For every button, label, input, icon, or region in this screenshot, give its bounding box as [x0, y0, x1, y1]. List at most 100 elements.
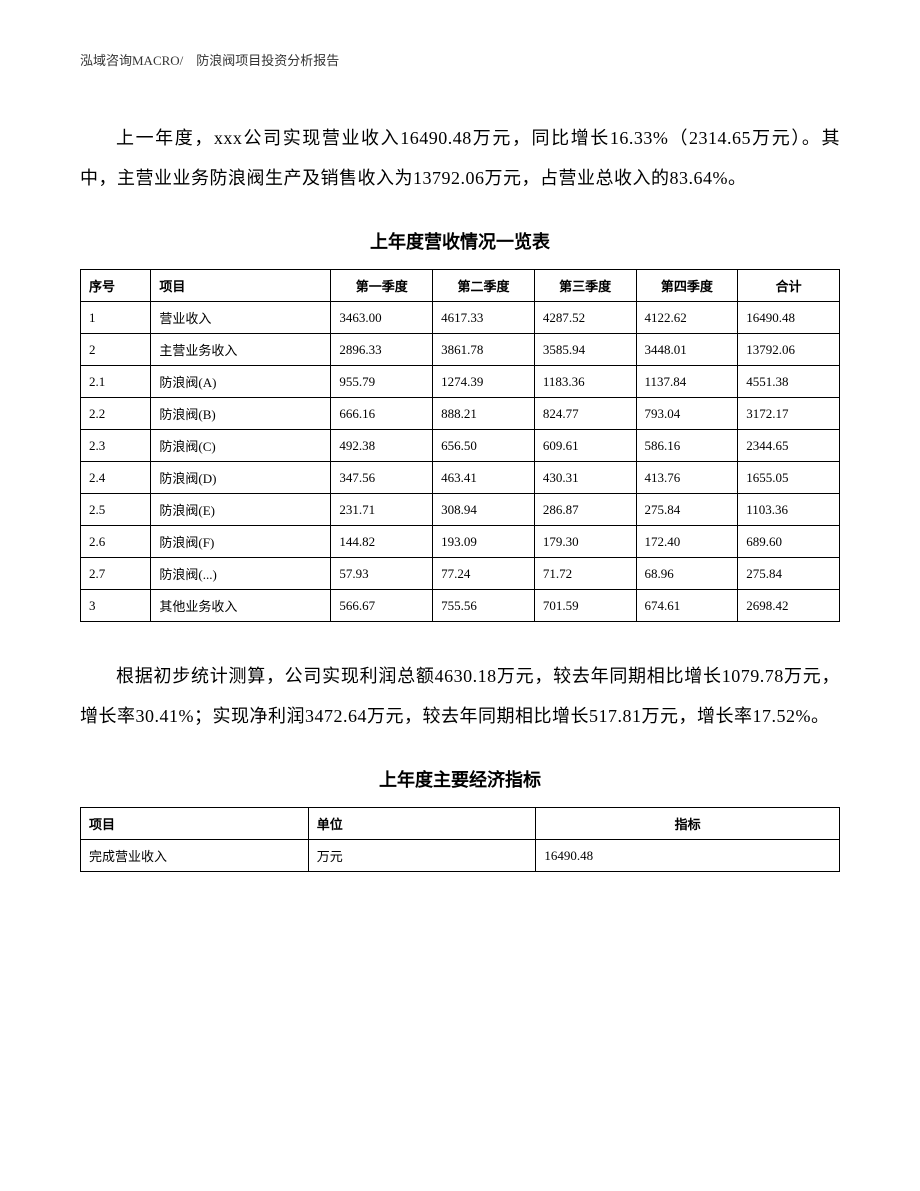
table-row: 完成营业收入万元16490.48	[81, 840, 840, 872]
table-cell: 701.59	[534, 590, 636, 622]
table-cell: 286.87	[534, 494, 636, 526]
table1-col-q1: 第一季度	[331, 270, 433, 302]
table-cell: 275.84	[636, 494, 738, 526]
table1-header-row: 序号 项目 第一季度 第二季度 第三季度 第四季度 合计	[81, 270, 840, 302]
table-cell: 172.40	[636, 526, 738, 558]
table-cell: 防浪阀(D)	[151, 462, 331, 494]
table-row: 2.1防浪阀(A)955.791274.391183.361137.844551…	[81, 366, 840, 398]
table-cell: 2.3	[81, 430, 151, 462]
table-cell: 68.96	[636, 558, 738, 590]
table-cell: 492.38	[331, 430, 433, 462]
table-row: 2.6防浪阀(F)144.82193.09179.30172.40689.60	[81, 526, 840, 558]
table-cell: 4551.38	[738, 366, 840, 398]
table-cell: 193.09	[433, 526, 535, 558]
table-cell: 完成营业收入	[81, 840, 309, 872]
table-cell: 347.56	[331, 462, 433, 494]
table-cell: 2698.42	[738, 590, 840, 622]
table1-col-item: 项目	[151, 270, 331, 302]
table2-col-indicator: 指标	[536, 808, 840, 840]
paragraph-2: 根据初步统计测算，公司实现利润总额4630.18万元，较去年同期相比增长1079…	[80, 657, 840, 736]
table-cell: 413.76	[636, 462, 738, 494]
table1-col-total: 合计	[738, 270, 840, 302]
table-cell: 586.16	[636, 430, 738, 462]
table-row: 2.5防浪阀(E)231.71308.94286.87275.841103.36	[81, 494, 840, 526]
table-row: 3其他业务收入566.67755.56701.59674.612698.42	[81, 590, 840, 622]
table-cell: 1	[81, 302, 151, 334]
table-cell: 4287.52	[534, 302, 636, 334]
table1-col-q3: 第三季度	[534, 270, 636, 302]
table2-title: 上年度主要经济指标	[80, 766, 840, 792]
table-cell: 955.79	[331, 366, 433, 398]
table-cell: 3448.01	[636, 334, 738, 366]
indicators-table: 项目 单位 指标 完成营业收入万元16490.48	[80, 807, 840, 872]
table-cell: 3463.00	[331, 302, 433, 334]
table1-body: 1营业收入3463.004617.334287.524122.6216490.4…	[81, 302, 840, 622]
table1-title: 上年度营收情况一览表	[80, 228, 840, 254]
table-cell: 4617.33	[433, 302, 535, 334]
table-row: 2.7防浪阀(...)57.9377.2471.7268.96275.84	[81, 558, 840, 590]
table-cell: 4122.62	[636, 302, 738, 334]
table-row: 2.2防浪阀(B)666.16888.21824.77793.043172.17	[81, 398, 840, 430]
revenue-table: 序号 项目 第一季度 第二季度 第三季度 第四季度 合计 1营业收入3463.0…	[80, 269, 840, 622]
table2-col-unit: 单位	[308, 808, 536, 840]
table-cell: 2.5	[81, 494, 151, 526]
table-cell: 755.56	[433, 590, 535, 622]
table-cell: 793.04	[636, 398, 738, 430]
table-cell: 824.77	[534, 398, 636, 430]
table-cell: 营业收入	[151, 302, 331, 334]
table-cell: 3172.17	[738, 398, 840, 430]
table-cell: 13792.06	[738, 334, 840, 366]
table-cell: 16490.48	[536, 840, 840, 872]
document-header: 泓域咨询MACRO/ 防浪阀项目投资分析报告	[80, 50, 840, 69]
header-doc-title: 防浪阀项目投资分析报告	[196, 53, 339, 68]
table-cell: 其他业务收入	[151, 590, 331, 622]
table-cell: 77.24	[433, 558, 535, 590]
table-cell: 2.2	[81, 398, 151, 430]
table-cell: 2896.33	[331, 334, 433, 366]
table-cell: 1183.36	[534, 366, 636, 398]
table-cell: 2	[81, 334, 151, 366]
table-cell: 888.21	[433, 398, 535, 430]
table-cell: 2344.65	[738, 430, 840, 462]
table-row: 2主营业务收入2896.333861.783585.943448.0113792…	[81, 334, 840, 366]
table-cell: 防浪阀(C)	[151, 430, 331, 462]
table-cell: 3585.94	[534, 334, 636, 366]
table-cell: 666.16	[331, 398, 433, 430]
table-cell: 231.71	[331, 494, 433, 526]
table-cell: 566.67	[331, 590, 433, 622]
table-cell: 16490.48	[738, 302, 840, 334]
table-cell: 2.7	[81, 558, 151, 590]
table-cell: 1274.39	[433, 366, 535, 398]
table-cell: 防浪阀(A)	[151, 366, 331, 398]
table1-col-seq: 序号	[81, 270, 151, 302]
table-cell: 275.84	[738, 558, 840, 590]
table-cell: 609.61	[534, 430, 636, 462]
table-cell: 防浪阀(F)	[151, 526, 331, 558]
table-cell: 主营业务收入	[151, 334, 331, 366]
table-cell: 57.93	[331, 558, 433, 590]
table-row: 2.4防浪阀(D)347.56463.41430.31413.761655.05	[81, 462, 840, 494]
table-cell: 463.41	[433, 462, 535, 494]
header-company: 泓域咨询MACRO/	[80, 53, 183, 68]
table-cell: 674.61	[636, 590, 738, 622]
table-cell: 万元	[308, 840, 536, 872]
table-cell: 689.60	[738, 526, 840, 558]
table2-col-item: 项目	[81, 808, 309, 840]
table1-col-q4: 第四季度	[636, 270, 738, 302]
table-cell: 2.6	[81, 526, 151, 558]
table2-body: 完成营业收入万元16490.48	[81, 840, 840, 872]
table-cell: 3861.78	[433, 334, 535, 366]
table2-header-row: 项目 单位 指标	[81, 808, 840, 840]
table-cell: 防浪阀(B)	[151, 398, 331, 430]
table-cell: 308.94	[433, 494, 535, 526]
table-cell: 防浪阀(E)	[151, 494, 331, 526]
table-cell: 3	[81, 590, 151, 622]
table-cell: 1103.36	[738, 494, 840, 526]
table-cell: 144.82	[331, 526, 433, 558]
table-cell: 1137.84	[636, 366, 738, 398]
table1-col-q2: 第二季度	[433, 270, 535, 302]
table-cell: 防浪阀(...)	[151, 558, 331, 590]
paragraph-1: 上一年度，xxx公司实现营业收入16490.48万元，同比增长16.33%（23…	[80, 119, 840, 198]
table-cell: 430.31	[534, 462, 636, 494]
table-cell: 656.50	[433, 430, 535, 462]
